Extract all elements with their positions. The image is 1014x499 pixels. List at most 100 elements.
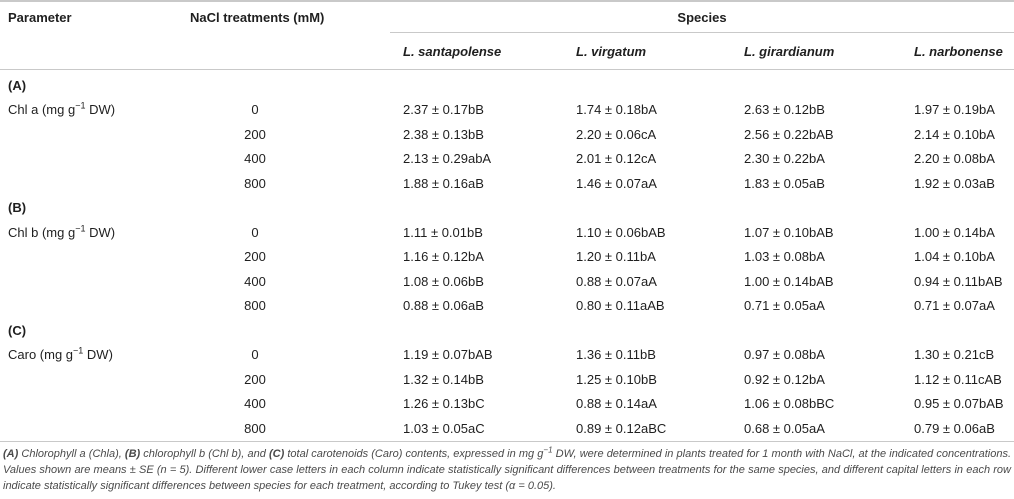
value-cell: 1.04 ± 0.10bA — [914, 249, 995, 265]
section-label-b: (B) — [8, 200, 27, 216]
header-row-species: L. santapolense L. virgatum L. girardian… — [0, 33, 1014, 70]
treatment-value: 400 — [244, 273, 266, 289]
parameter-text: Chl b (mg g — [8, 224, 76, 240]
value-cell: 0.97 ± 0.08bA — [744, 347, 825, 363]
value-cell: 0.94 ± 0.11bAB — [914, 273, 1003, 289]
parameter-text: DW) — [85, 102, 116, 118]
column-header-virgatum: L. virgatum — [576, 43, 647, 59]
value-cell: 0.92 ± 0.12bA — [744, 371, 825, 387]
column-header-nacl-treatments: NaCl treatments (mM) — [190, 10, 325, 25]
value-cell: 0.80 ± 0.11aAB — [576, 298, 665, 314]
treatment-value: 200 — [244, 249, 266, 265]
footnote-text: chlorophyll b (Chl b), and — [140, 447, 269, 460]
parameter-label-chl-b: Chl b (mg g−1 DW) — [0, 224, 190, 240]
treatment-value: 400 — [244, 396, 266, 412]
value-cell: 1.97 ± 0.19bA — [914, 102, 995, 118]
value-cell: 2.14 ± 0.10bA — [914, 126, 995, 142]
table-row: Chl a (mg g−1 DW) 0 2.37 ± 0.17bB 1.74 ±… — [0, 98, 1014, 123]
value-cell: 1.83 ± 0.05aB — [744, 175, 825, 191]
table-body: (A) Chl a (mg g−1 DW) 0 2.37 ± 0.17bB 1.… — [0, 70, 1014, 442]
value-cell: 1.32 ± 0.14bB — [403, 371, 484, 387]
section-label-c: (C) — [8, 322, 27, 338]
parameter-text: Caro (mg g — [8, 347, 74, 363]
parameter-text: Chl a (mg g — [8, 102, 76, 118]
table-footnote: (A) Chlorophyll a (Chla), (B) chlorophyl… — [0, 444, 1014, 495]
table-header: Parameter NaCl treatments (mM) Species L… — [0, 0, 1014, 70]
table-row: 800 1.03 ± 0.05aC 0.89 ± 0.12aBC 0.68 ± … — [0, 416, 1014, 441]
value-cell: 1.07 ± 0.10bAB — [744, 224, 834, 240]
table-row: 800 1.88 ± 0.16aB 1.46 ± 0.07aA 1.83 ± 0… — [0, 171, 1014, 196]
value-cell: 1.10 ± 0.06bAB — [576, 224, 666, 240]
footnote-superscript: −1 — [543, 444, 553, 454]
value-cell: 0.71 ± 0.05aA — [744, 298, 825, 314]
treatment-value: 0 — [251, 224, 259, 240]
column-header-parameter: Parameter — [8, 10, 72, 25]
parameter-label-caro: Caro (mg g−1 DW) — [0, 345, 190, 363]
header-row-groups: Parameter NaCl treatments (mM) Species — [0, 2, 1014, 33]
table-row: 200 1.16 ± 0.12bA 1.20 ± 0.11bA 1.03 ± 0… — [0, 245, 1014, 270]
value-cell: 1.36 ± 0.11bB — [576, 347, 656, 363]
table-row: 200 1.32 ± 0.14bB 1.25 ± 0.10bB 0.92 ± 0… — [0, 367, 1014, 392]
footnote-label-b: (B) — [124, 447, 141, 460]
footnote-label-c: (C) — [268, 447, 285, 460]
value-cell: 2.38 ± 0.13bB — [403, 126, 484, 142]
value-cell: 1.12 ± 0.11cAB — [914, 371, 1002, 387]
value-cell: 2.20 ± 0.08bA — [914, 151, 995, 167]
treatment-value: 800 — [244, 175, 266, 191]
table-row: 400 1.26 ± 0.13bC 0.88 ± 0.14aA 1.06 ± 0… — [0, 392, 1014, 417]
footnote-text: Chlorophyll a (Chla), — [18, 447, 125, 460]
value-cell: 1.00 ± 0.14bA — [914, 224, 995, 240]
value-cell: 0.89 ± 0.12aBC — [576, 420, 667, 436]
treatment-value: 200 — [244, 371, 266, 387]
value-cell: 1.16 ± 0.12bA — [403, 249, 484, 265]
value-cell: 1.11 ± 0.01bB — [403, 224, 483, 240]
table-row: 400 2.13 ± 0.29abA 2.01 ± 0.12cA 2.30 ± … — [0, 147, 1014, 172]
column-header-narbonense: L. narbonense — [914, 43, 1003, 59]
value-cell: 1.25 ± 0.10bB — [576, 371, 657, 387]
treatment-value: 800 — [244, 298, 266, 314]
value-cell: 0.88 ± 0.07aA — [576, 273, 657, 289]
value-cell: 1.74 ± 0.18bA — [576, 102, 657, 118]
value-cell: 2.56 ± 0.22bAB — [744, 126, 834, 142]
treatment-value: 0 — [251, 102, 259, 118]
value-cell: 1.88 ± 0.16aB — [403, 175, 484, 191]
value-cell: 0.71 ± 0.07aA — [914, 298, 995, 314]
section-label-a: (A) — [8, 77, 27, 93]
value-cell: 1.08 ± 0.06bB — [403, 273, 484, 289]
value-cell: 1.00 ± 0.14bAB — [744, 273, 834, 289]
treatment-value: 400 — [244, 151, 266, 167]
parameter-superscript: −1 — [73, 345, 84, 356]
parameter-superscript: −1 — [75, 100, 86, 111]
value-cell: 2.30 ± 0.22bA — [744, 151, 825, 167]
value-cell: 0.68 ± 0.05aA — [744, 420, 825, 436]
value-cell: 1.46 ± 0.07aA — [576, 175, 657, 191]
value-cell: 1.06 ± 0.08bBC — [744, 396, 835, 412]
value-cell: 1.26 ± 0.13bC — [403, 396, 485, 412]
parameter-text: DW) — [83, 347, 113, 363]
value-cell: 1.19 ± 0.07bAB — [403, 347, 493, 363]
value-cell: 1.03 ± 0.05aC — [403, 420, 485, 436]
value-cell: 1.20 ± 0.11bA — [576, 249, 656, 265]
value-cell: 2.13 ± 0.29abA — [403, 151, 492, 167]
value-cell: 2.63 ± 0.12bB — [744, 102, 825, 118]
value-cell: 0.88 ± 0.14aA — [576, 396, 657, 412]
table-row: 800 0.88 ± 0.06aB 0.80 ± 0.11aAB 0.71 ± … — [0, 294, 1014, 319]
value-cell: 1.30 ± 0.21cB — [914, 347, 995, 363]
value-cell: 1.92 ± 0.03aB — [914, 175, 995, 191]
species-group-label: Species — [677, 9, 727, 25]
parameter-text: DW) — [85, 224, 116, 240]
treatment-value: 800 — [244, 420, 266, 436]
value-cell: 0.95 ± 0.07bAB — [914, 396, 1004, 412]
value-cell: 2.20 ± 0.06cA — [576, 126, 657, 142]
table-row: 200 2.38 ± 0.13bB 2.20 ± 0.06cA 2.56 ± 0… — [0, 122, 1014, 147]
value-cell: 0.88 ± 0.06aB — [403, 298, 484, 314]
value-cell: 2.37 ± 0.17bB — [403, 102, 484, 118]
column-header-species-group: Species — [390, 2, 1014, 33]
parameter-label-chl-a: Chl a (mg g−1 DW) — [0, 100, 190, 118]
table-row: 400 1.08 ± 0.06bB 0.88 ± 0.07aA 1.00 ± 0… — [0, 269, 1014, 294]
value-cell: 0.79 ± 0.06aB — [914, 420, 995, 436]
column-header-santapolense: L. santapolense — [403, 43, 502, 59]
column-header-girardianum: L. girardianum — [744, 43, 835, 59]
footnote-text: total carotenoids (Caro) contents, expre… — [284, 447, 544, 460]
